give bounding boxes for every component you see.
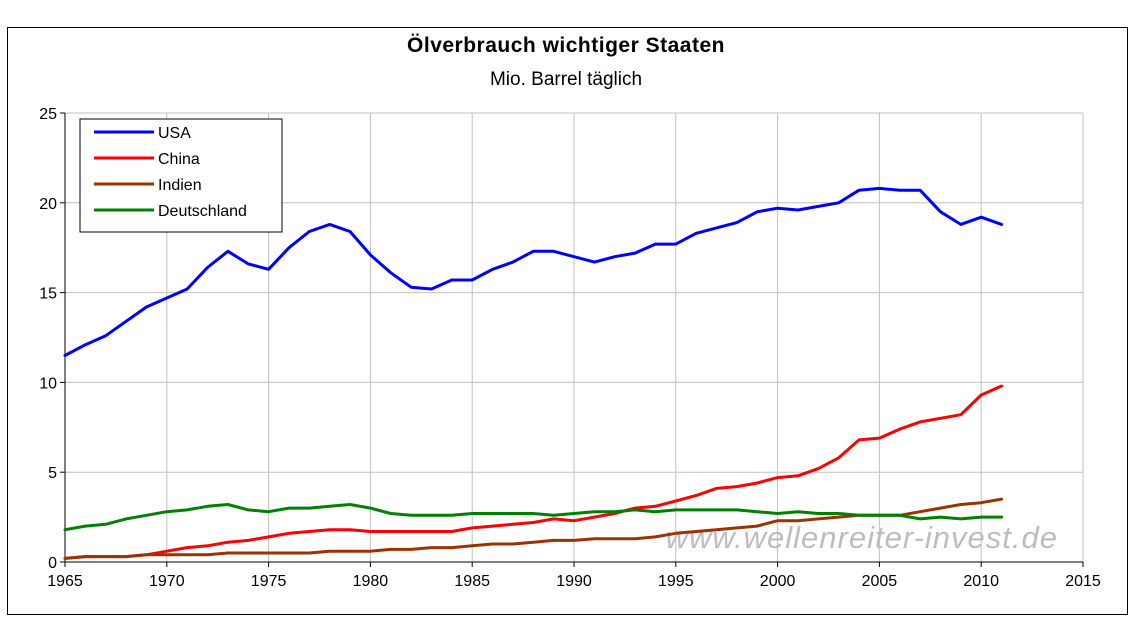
y-tick-label: 25 [39, 106, 57, 123]
x-tick-label: 1965 [47, 573, 83, 590]
x-tick-label: 1990 [556, 573, 592, 590]
line-chart: Ölverbrauch wichtiger Staaten Mio. Barre… [39, 34, 1101, 590]
series-line-usa [63, 186, 1004, 357]
chart-title: Ölverbrauch wichtiger Staaten [407, 34, 725, 57]
watermark: www.wellenreiter-invest.de [666, 520, 1058, 555]
series-lines [63, 186, 1004, 560]
series-line-indien [63, 497, 1004, 560]
legend-box [79, 118, 283, 233]
chart-subtitle: Mio. Barrel täglich [490, 69, 642, 90]
legend-label-usa: USA [158, 125, 191, 142]
tick-labels: 1965 1970 1975 1980 1985 1990 1995 2000 2005 2010… [39, 106, 1101, 590]
x-tick-label: 2005 [862, 573, 898, 590]
x-tick-label: 1980 [353, 573, 389, 590]
axes [60, 112, 1084, 567]
legend-label-china: China [158, 151, 200, 168]
series-line-deutschland [63, 503, 1004, 532]
y-tick-label: 5 [48, 465, 57, 482]
y-tick-label: 10 [39, 375, 57, 392]
x-tick-label: 1985 [454, 573, 490, 590]
x-tick-label: 1970 [149, 573, 185, 590]
series-line-china [63, 384, 1004, 560]
y-tick-label: 0 [48, 555, 57, 572]
legend: USA China Indien Deutschland [79, 118, 283, 233]
x-tick-label: 1995 [658, 573, 694, 590]
x-tick-label: 2015 [1065, 573, 1101, 590]
y-tick-label: 20 [39, 196, 57, 213]
y-tick-label: 15 [39, 286, 57, 303]
x-tick-label: 2000 [760, 573, 796, 590]
legend-label-deutschland: Deutschland [158, 203, 247, 220]
chart-frame: Ölverbrauch wichtiger Staaten Mio. Barre… [7, 27, 1128, 615]
legend-label-indien: Indien [158, 177, 202, 194]
x-tick-label: 1975 [251, 573, 287, 590]
x-tick-label: 2010 [963, 573, 999, 590]
